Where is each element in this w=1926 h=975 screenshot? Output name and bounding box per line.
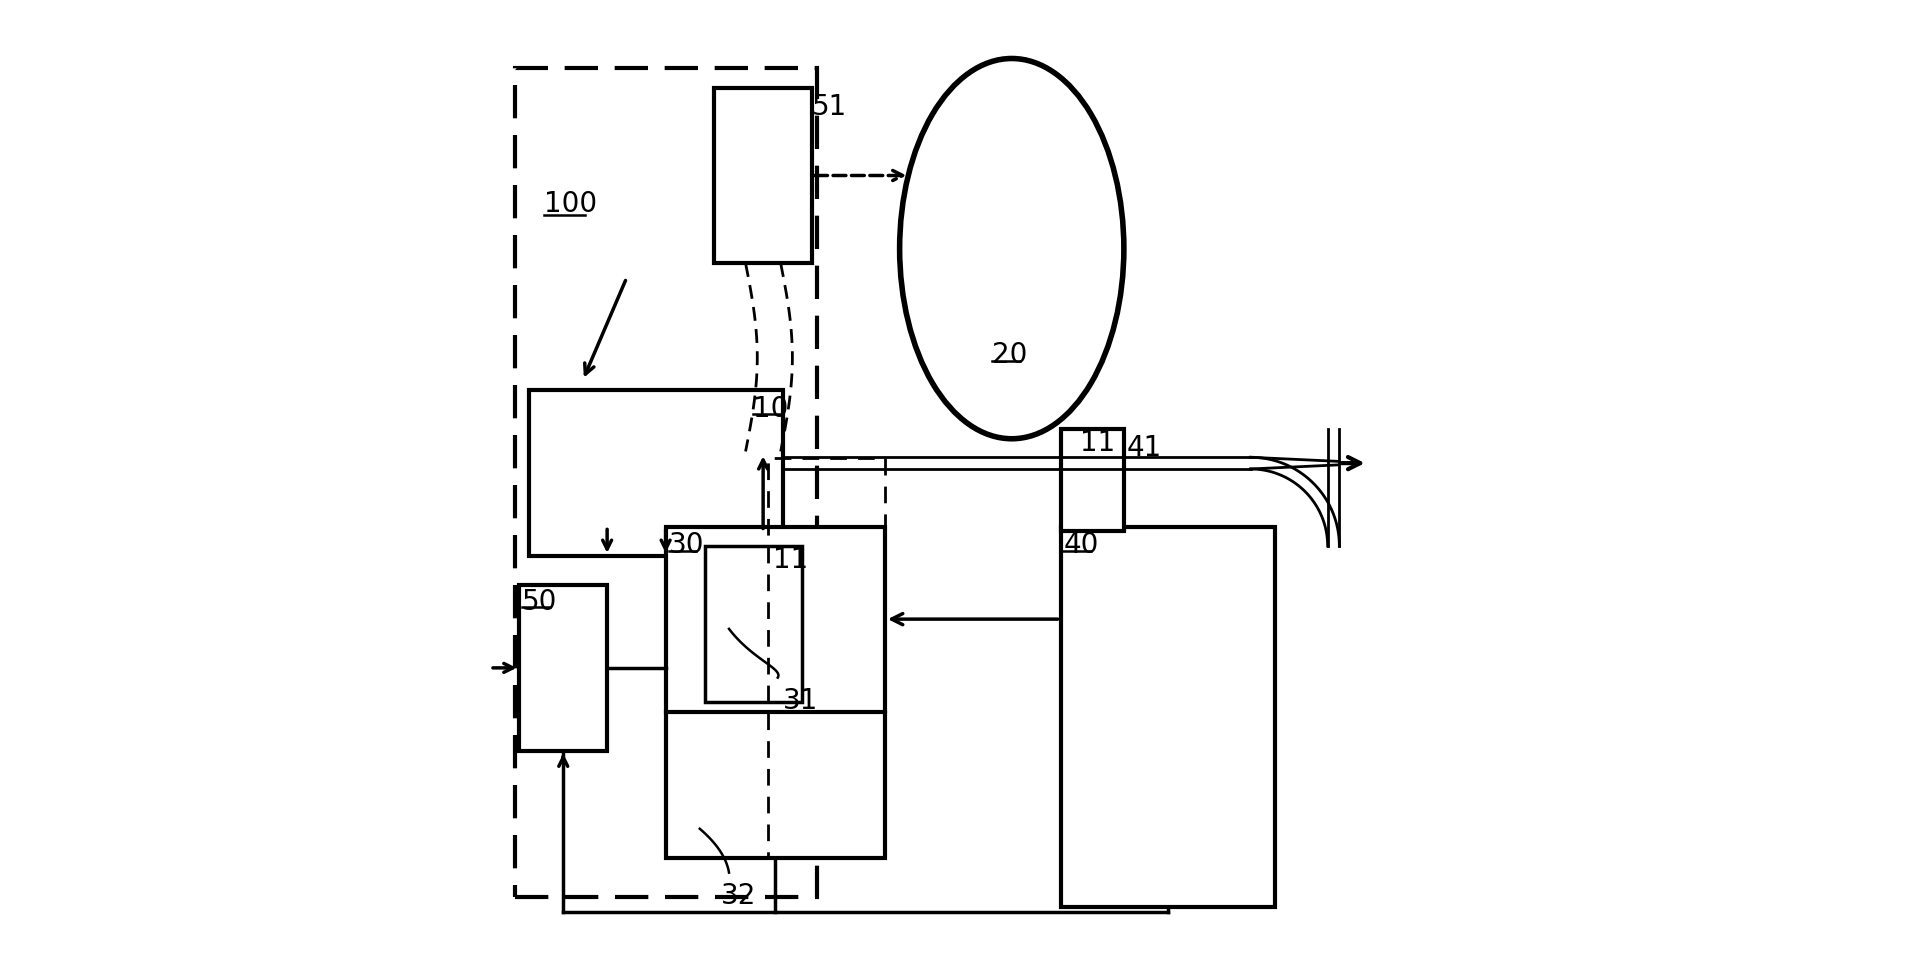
Polygon shape xyxy=(514,68,817,897)
Polygon shape xyxy=(1061,429,1125,531)
Text: 40: 40 xyxy=(1063,531,1100,560)
Polygon shape xyxy=(1061,526,1275,907)
Text: 30: 30 xyxy=(668,531,705,560)
Text: 51: 51 xyxy=(813,93,847,121)
Text: 31: 31 xyxy=(782,687,819,716)
Text: 100: 100 xyxy=(543,190,597,218)
Polygon shape xyxy=(715,88,813,263)
Text: 20: 20 xyxy=(992,341,1028,370)
Text: 10: 10 xyxy=(753,395,790,423)
Text: 32: 32 xyxy=(720,882,757,911)
Text: 50: 50 xyxy=(522,588,559,616)
Polygon shape xyxy=(530,390,782,556)
Ellipse shape xyxy=(899,58,1125,439)
Polygon shape xyxy=(705,546,801,702)
Polygon shape xyxy=(520,585,607,751)
Text: 11: 11 xyxy=(1080,429,1115,457)
Text: 11: 11 xyxy=(772,546,809,574)
Text: 41: 41 xyxy=(1127,434,1161,462)
Polygon shape xyxy=(666,526,886,858)
